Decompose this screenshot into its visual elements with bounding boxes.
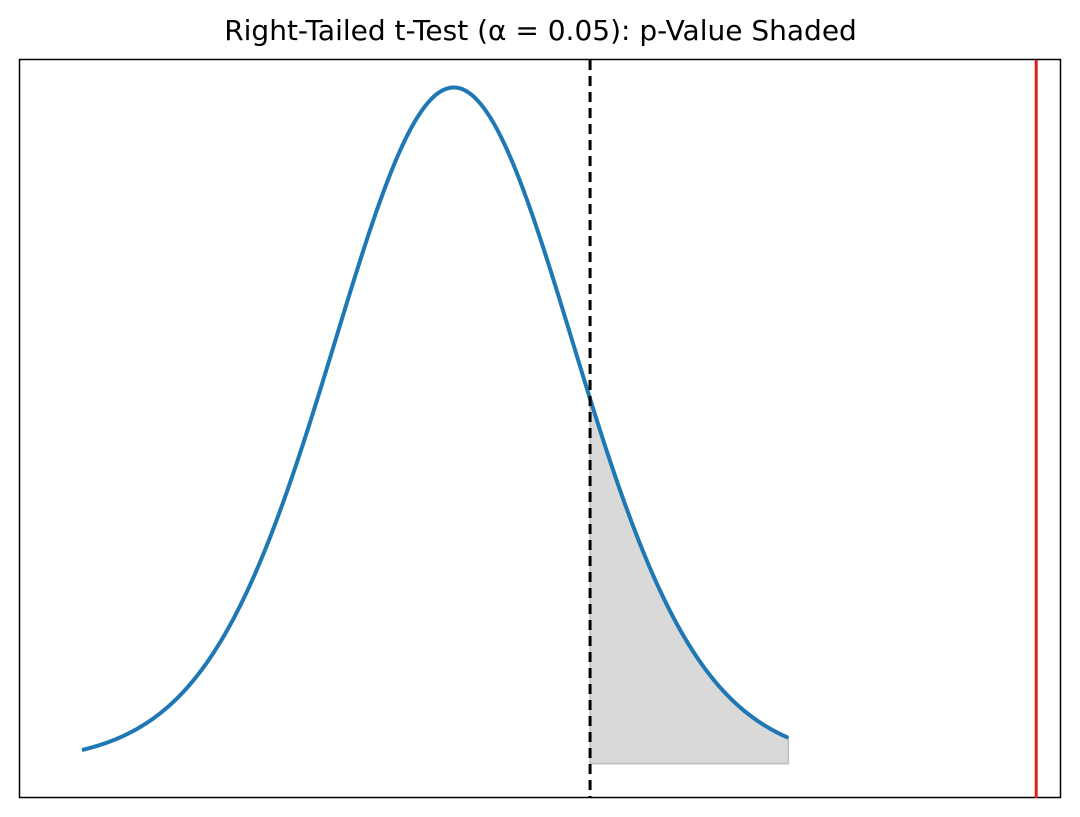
t-density-curve [81,85,790,752]
chart-title: Right-Tailed t-Test (α = 0.05): p-Value … [224,14,857,47]
plot-frame [18,58,1062,799]
